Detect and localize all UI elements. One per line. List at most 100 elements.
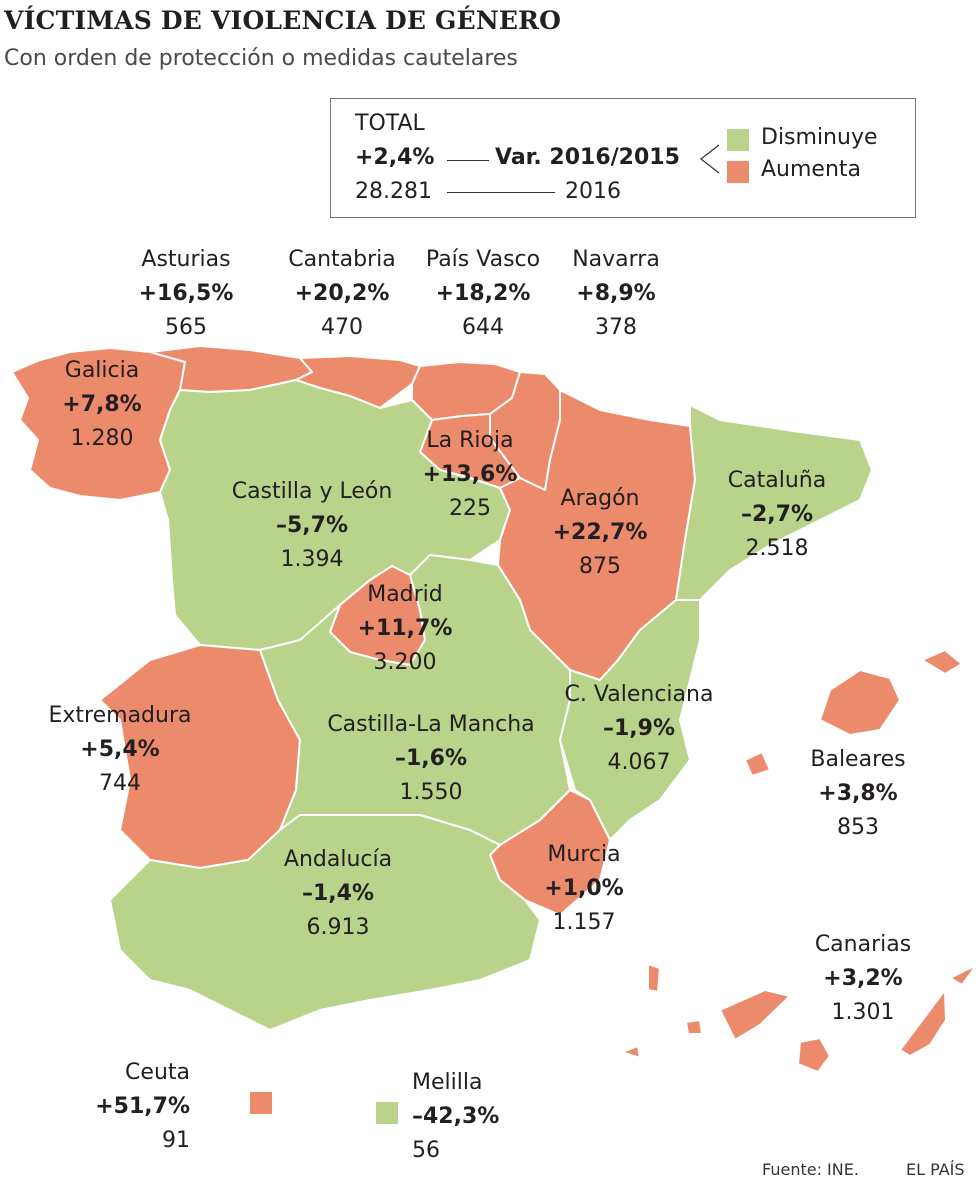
region-count: 1.301 — [831, 1000, 895, 1025]
legend-total-change: +2,4% — [355, 145, 435, 170]
region-change: +3,2% — [823, 966, 903, 991]
legend-box: TOTAL +2,4% 28.281 Var. 2016/2015 2016 D… — [330, 98, 916, 218]
region-name: C. Valenciana — [564, 682, 714, 707]
region-change: +8,9% — [576, 281, 656, 306]
label-andalucia: Andalucía –1,4% 6.913 — [284, 843, 392, 945]
region-shape-canarias-tenerife — [719, 989, 791, 1041]
legend-year-label: 2016 — [565, 179, 621, 204]
label-cataluna: Cataluña –2,7% 2.518 — [728, 464, 826, 566]
source-note: Fuente: INE. — [762, 1160, 859, 1179]
region-change: +7,8% — [62, 392, 142, 417]
ceuta-text-block: Ceuta +51,7% 91 — [95, 1056, 190, 1158]
region-name: Andalucía — [283, 847, 393, 872]
region-name: Navarra — [572, 247, 660, 272]
region-count: 3.200 — [373, 650, 437, 675]
region-count: 470 — [321, 315, 363, 340]
label-castilla-la-mancha: Castilla-La Mancha –1,6% 1.550 — [327, 708, 534, 810]
region-change: +51,7% — [95, 1094, 190, 1119]
legend-connector-change — [447, 160, 489, 161]
region-name: Castilla-La Mancha — [327, 712, 535, 737]
region-count: 1.157 — [552, 910, 616, 935]
region-shape-canarias-hierro — [621, 1045, 641, 1059]
region-change: +11,7% — [357, 616, 453, 641]
region-shape-baleares-ibiza — [744, 751, 771, 777]
legend-total-label: TOTAL — [355, 111, 425, 136]
region-count: 4.067 — [607, 750, 671, 775]
region-name: País Vasco — [425, 247, 541, 272]
region-count: 565 — [164, 315, 207, 340]
region-name: Galicia — [64, 358, 140, 383]
region-change: –5,7% — [275, 513, 349, 538]
region-name: Baleares — [810, 747, 906, 772]
region-name: Melilla — [412, 1070, 483, 1095]
ceuta-swatch — [250, 1092, 272, 1114]
label-cantabria: Cantabria +20,2% 470 — [288, 243, 396, 345]
region-name: Murcia — [547, 842, 621, 867]
legend-swatch-increase — [727, 161, 749, 183]
label-canarias: Canarias +3,2% 1.301 — [815, 928, 911, 1030]
label-madrid: Madrid +11,7% 3.200 — [358, 578, 453, 680]
label-galicia: Galicia +7,8% 1.280 — [62, 354, 141, 456]
legend-connector-count — [447, 192, 555, 193]
region-count: 1.280 — [70, 426, 134, 451]
label-aragon: Aragón +22,7% 875 — [553, 482, 648, 584]
legend-swatch-decrease — [727, 129, 749, 151]
region-change: –1,6% — [394, 746, 468, 771]
region-count: 56 — [412, 1138, 440, 1163]
region-shape-andalucia — [109, 814, 541, 1031]
label-melilla: Melilla –42,3% 56 — [412, 1066, 499, 1168]
region-count: 225 — [448, 496, 491, 521]
region-name: Canarias — [814, 932, 912, 957]
region-count: 875 — [578, 554, 621, 579]
region-count: 644 — [461, 315, 504, 340]
region-name: Extremadura — [48, 703, 192, 728]
region-count: 378 — [595, 315, 637, 340]
region-shape-canarias-gran-canaria — [797, 1037, 831, 1073]
region-count: 1.550 — [399, 780, 463, 805]
region-shape-canarias-lanzarote — [949, 965, 977, 986]
region-name: Cantabria — [288, 247, 396, 272]
region-count: 853 — [836, 815, 879, 840]
chart-title: VÍCTIMAS DE VIOLENCIA DE GÉNERO — [4, 6, 562, 35]
region-shape-canarias-gomera — [685, 1019, 703, 1035]
region-name: Cataluña — [727, 468, 827, 493]
legend-label-increase: Aumenta — [761, 157, 862, 182]
region-count: 744 — [99, 771, 141, 796]
label-pais-vasco: País Vasco +18,2% 644 — [426, 243, 540, 345]
chart-subtitle: Con orden de protección o medidas cautel… — [4, 46, 518, 71]
region-shape-baleares-menorca — [921, 649, 963, 675]
region-name: Ceuta — [125, 1060, 190, 1085]
region-change: +3,8% — [818, 781, 898, 806]
label-baleares: Baleares +3,8% 853 — [810, 743, 905, 845]
region-count: 1.394 — [280, 547, 344, 572]
region-name: Castilla y León — [231, 479, 393, 504]
label-murcia: Murcia +1,0% 1.157 — [544, 838, 623, 940]
region-shape-cataluna — [675, 404, 873, 601]
region-name: Aragón — [560, 486, 640, 511]
label-c-valenciana: C. Valenciana –1,9% 4.067 — [565, 678, 714, 780]
region-change: +18,2% — [435, 281, 531, 306]
label-la-rioja: La Rioja +13,6% 225 — [423, 424, 518, 526]
region-change: –42,3% — [412, 1104, 500, 1129]
legend-label-decrease: Disminuye — [761, 125, 878, 150]
region-change: +22,7% — [552, 520, 648, 545]
region-change: –1,4% — [301, 881, 374, 906]
region-shape-baleares-mallorca — [819, 669, 901, 736]
label-asturias: Asturias +16,5% 565 — [139, 243, 234, 345]
legend-bracket — [700, 144, 720, 174]
region-name: Asturias — [141, 247, 231, 272]
region-change: +1,0% — [544, 876, 624, 901]
region-change: +5,4% — [80, 737, 160, 762]
legend-total-count: 28.281 — [355, 179, 432, 204]
region-count: 6.913 — [306, 915, 370, 940]
region-count: 91 — [162, 1128, 190, 1153]
region-name: Madrid — [367, 582, 443, 607]
region-shape-canarias-palma — [647, 963, 661, 993]
label-extremadura: Extremadura +5,4% 744 — [49, 699, 192, 801]
region-change: +20,2% — [294, 281, 390, 306]
melilla-swatch — [376, 1102, 398, 1124]
publisher-brand: EL PAÍS — [906, 1160, 965, 1179]
region-change: +13,6% — [422, 462, 518, 487]
label-navarra: Navarra +8,9% 378 — [572, 243, 660, 345]
